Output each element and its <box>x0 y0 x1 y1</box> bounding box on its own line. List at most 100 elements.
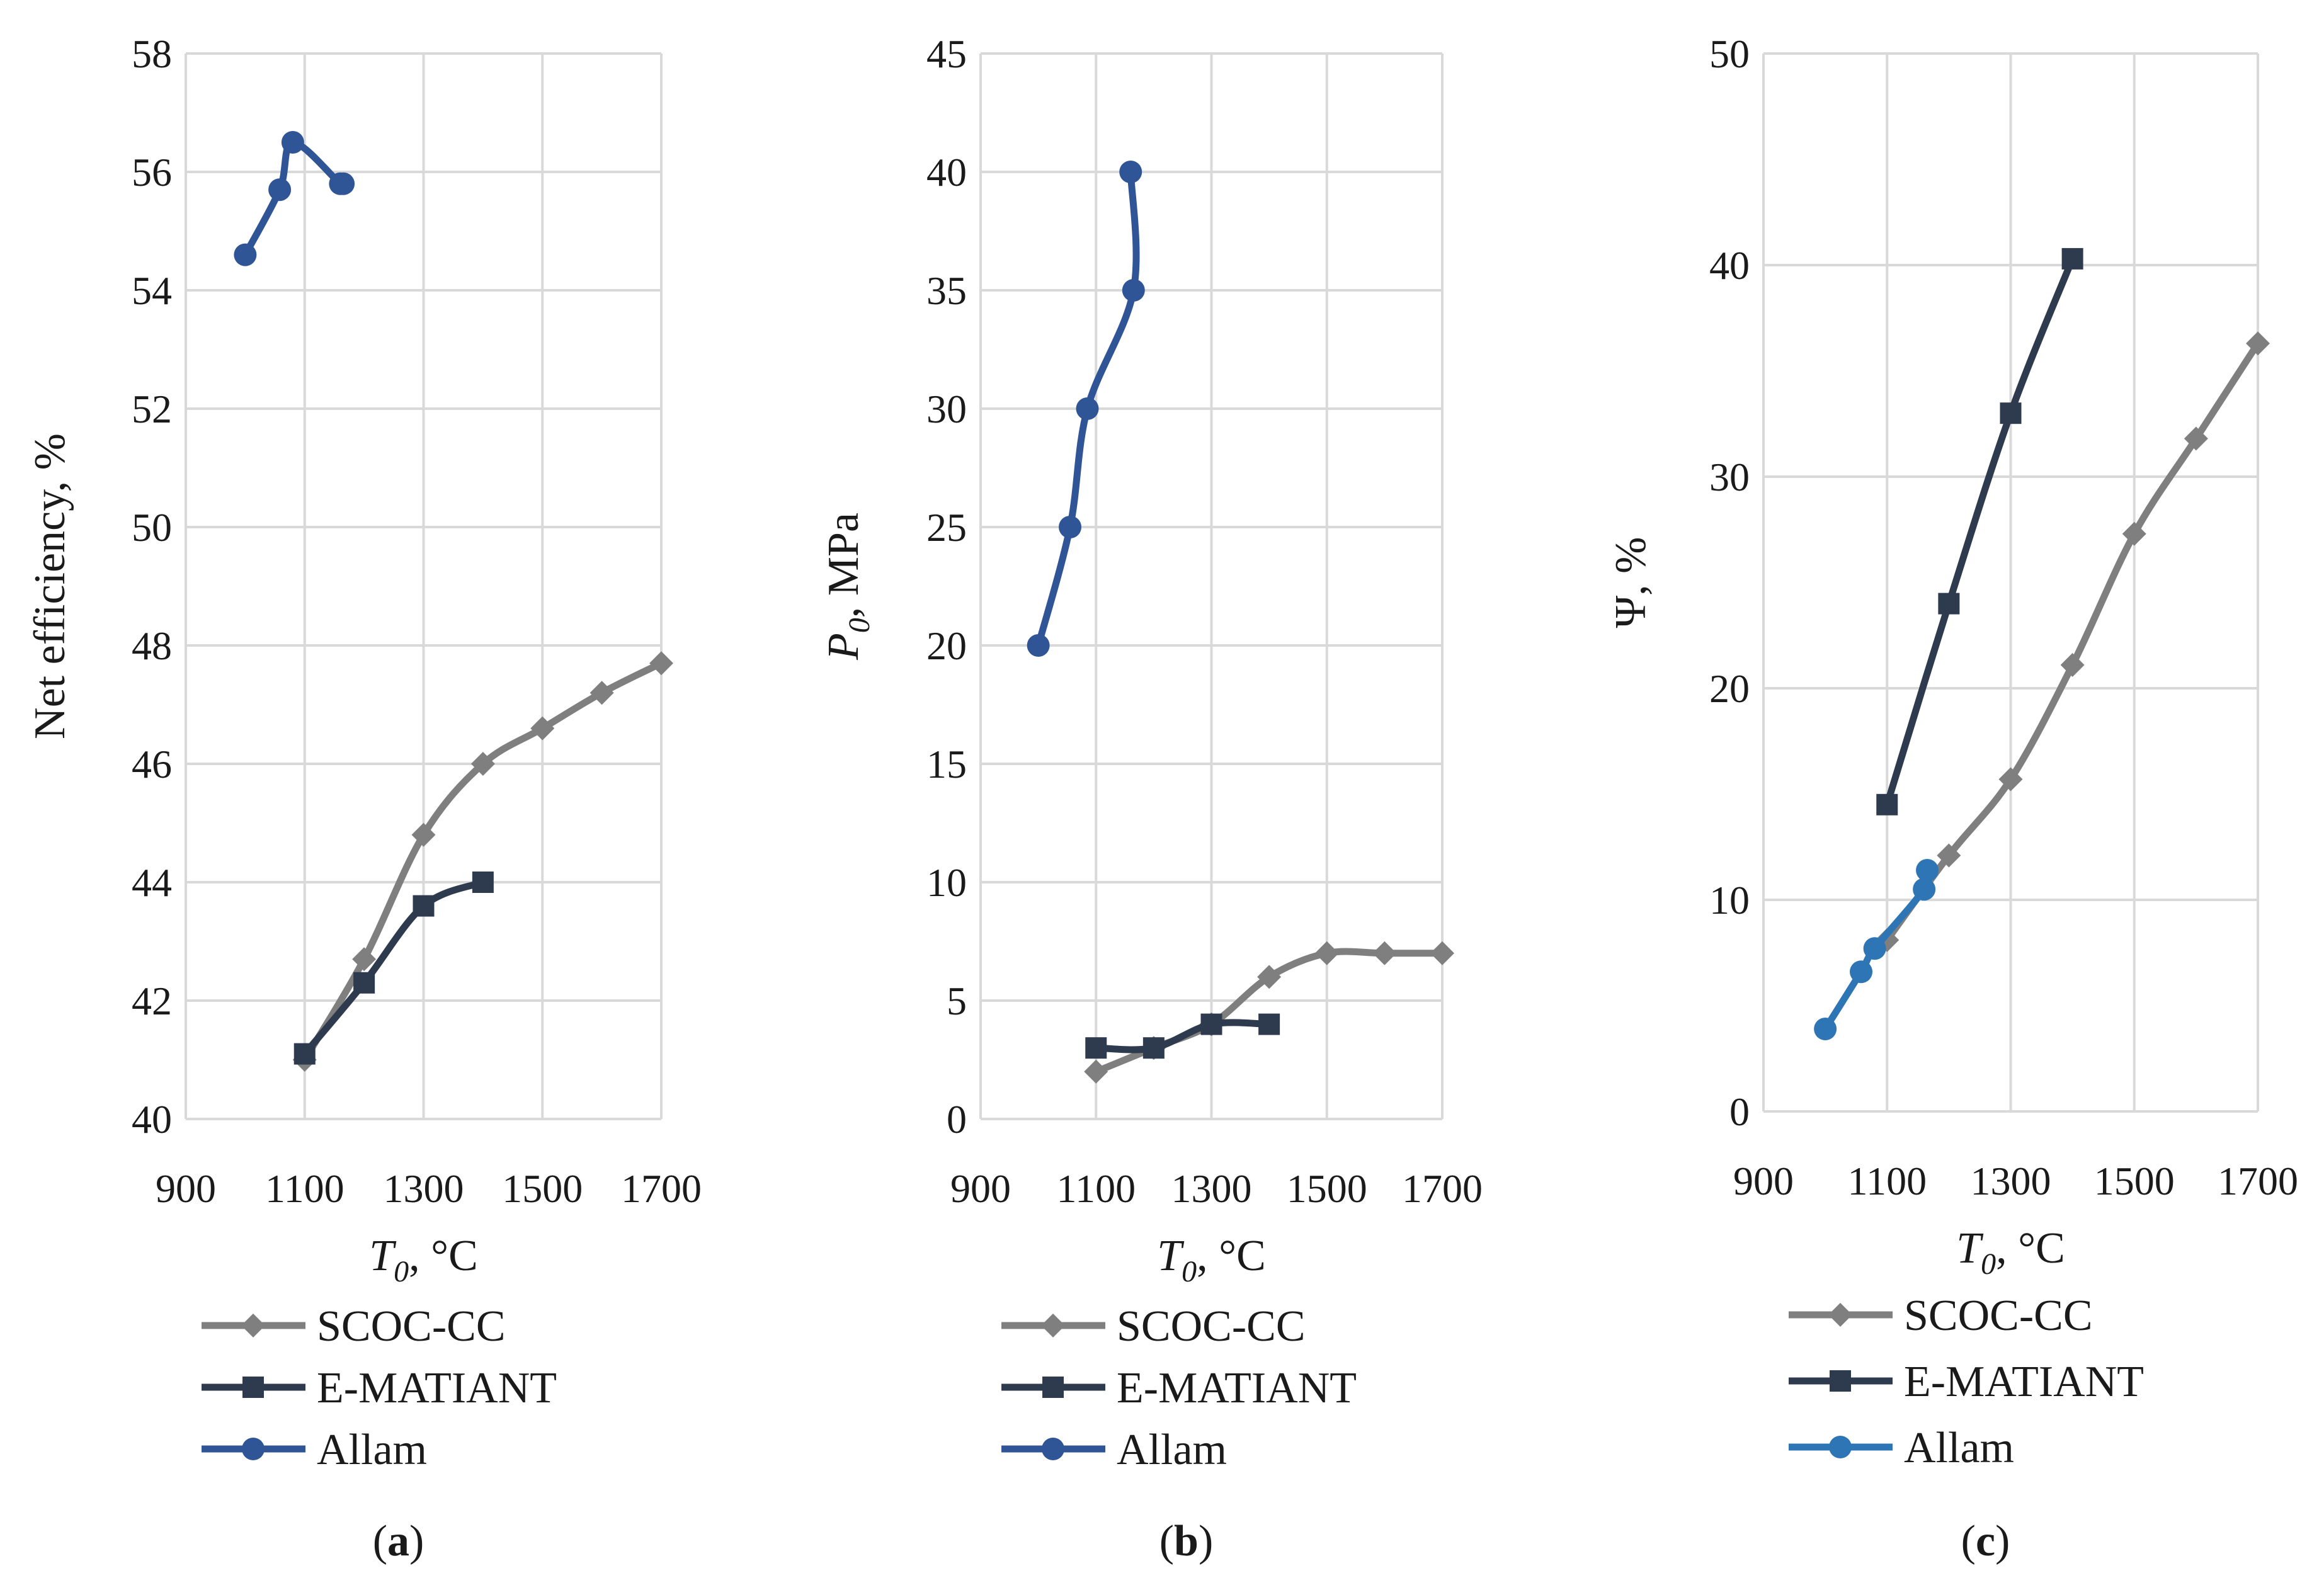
series-scoc-cc <box>1875 331 2270 952</box>
y-tick-label: 40 <box>926 150 967 195</box>
x-axis-label: T0, °C <box>1157 1232 1266 1288</box>
x-tick-label: 1500 <box>2094 1159 2175 1203</box>
legend-entry: E-MATIANT <box>1117 1364 1357 1412</box>
y-axis-label: P0, MPa <box>819 513 876 661</box>
data-point <box>1257 965 1282 989</box>
data-point <box>1937 843 1961 868</box>
legend-entry: Allam <box>1117 1426 1227 1474</box>
y-tick-label: 0 <box>1729 1089 1750 1134</box>
data-point <box>1027 634 1050 657</box>
series-scoc-cc <box>1084 941 1454 1084</box>
chart-panel-c: 0 10 20 30 40 50 900 1100 1300 1500 1700 T0, °C Ψ, %… <box>1607 31 2298 1565</box>
data-point <box>1430 941 1454 965</box>
y-tick-label: 50 <box>1709 31 1750 76</box>
y-axis-label: Net efficiency, % <box>26 433 74 739</box>
chart-panel-a: 40 42 44 46 48 50 52 54 56 58 900 1100 1300 1500 1700 T… <box>26 31 702 1565</box>
legend-entry: SCOC-CC <box>1117 1302 1306 1351</box>
y-tick-label: 5 <box>947 979 967 1023</box>
data-point <box>1372 941 1397 965</box>
series-allam <box>1027 161 1145 657</box>
chart-panel-b: 0 5 10 15 20 25 30 35 40 45 900 1100 1300 1500 1700 T0,… <box>819 31 1483 1565</box>
x-tick-label: 1100 <box>1056 1166 1136 1211</box>
panel-label: (c) <box>1961 1517 2010 1565</box>
data-point <box>649 651 673 676</box>
x-tick-label: 1700 <box>1402 1166 1483 1211</box>
legend-entry: SCOC-CC <box>317 1302 506 1351</box>
data-point <box>1119 161 1142 183</box>
legend: SCOC-CC E-MATIANT Allam <box>202 1302 557 1474</box>
data-point <box>353 972 375 994</box>
x-tick-label: 1700 <box>2218 1159 2298 1203</box>
series-line <box>1883 255 2076 809</box>
data-point <box>1863 937 1886 960</box>
series-line <box>1092 1019 1273 1053</box>
x-tick-label: 1300 <box>1171 1166 1252 1211</box>
y-tick-label: 0 <box>947 1097 967 1142</box>
data-point <box>1876 793 1898 815</box>
x-axis-label: T0, °C <box>1956 1224 2065 1281</box>
y-tick-label: 30 <box>926 387 967 431</box>
legend-entry: Allam <box>317 1426 427 1474</box>
x-tick-label: 1700 <box>621 1166 702 1211</box>
data-point <box>472 872 494 893</box>
y-tick-label: 52 <box>132 387 172 431</box>
data-point <box>590 681 614 705</box>
y-tick-label: 15 <box>926 742 967 786</box>
data-point <box>1122 279 1145 302</box>
series-e-matiant <box>293 872 494 1065</box>
y-tick-label: 44 <box>132 860 172 905</box>
data-point <box>1314 941 1339 965</box>
data-point <box>234 243 257 266</box>
legend-marker <box>1830 1370 1851 1392</box>
legend-entry: E-MATIANT <box>1904 1358 2144 1406</box>
y-tick-label: 25 <box>926 505 967 550</box>
legend-marker <box>1042 1438 1064 1460</box>
data-point <box>1998 767 2023 792</box>
data-point <box>411 822 436 847</box>
y-tick-label: 42 <box>132 979 172 1023</box>
data-point <box>1084 1059 1108 1084</box>
y-tick-label: 20 <box>1709 666 1750 711</box>
y-tick-label: 30 <box>1709 455 1750 499</box>
data-point <box>1200 1013 1222 1035</box>
y-tick-label: 10 <box>1709 878 1750 923</box>
series-line <box>301 878 487 1058</box>
y-tick-label: 48 <box>132 623 172 668</box>
legend-marker <box>242 1438 265 1460</box>
data-point <box>293 1043 316 1065</box>
data-point <box>1913 878 1936 901</box>
x-tick-label: 1500 <box>1287 1166 1367 1211</box>
y-tick-label: 58 <box>132 31 172 76</box>
y-tick-label: 35 <box>926 268 967 313</box>
series-allam <box>234 131 355 266</box>
y-tick-label: 40 <box>132 1097 172 1142</box>
data-point <box>352 947 377 972</box>
x-tick-label: 1500 <box>502 1166 583 1211</box>
x-tick-label: 900 <box>950 1166 1011 1211</box>
x-tick-label: 1300 <box>384 1166 464 1211</box>
legend-entry: Allam <box>1904 1424 2014 1472</box>
data-point <box>1916 858 1939 882</box>
legend-marker <box>242 1377 264 1398</box>
legend-marker <box>241 1314 265 1337</box>
series-e-matiant <box>1085 1013 1280 1059</box>
data-point <box>530 716 555 741</box>
legend-entry: E-MATIANT <box>317 1364 557 1412</box>
data-point <box>413 895 435 917</box>
data-point <box>2122 521 2146 546</box>
legend-marker <box>1042 1377 1064 1398</box>
x-tick-label: 900 <box>1733 1159 1794 1203</box>
x-tick-label: 1100 <box>1847 1159 1927 1203</box>
y-tick-label: 56 <box>132 150 172 195</box>
data-point <box>2061 247 2083 270</box>
series-line <box>241 139 349 259</box>
data-point <box>2060 653 2085 678</box>
x-axis-label: T0, °C <box>369 1232 478 1288</box>
y-axis-label: Ψ, % <box>1607 537 1655 628</box>
legend: SCOC-CC E-MATIANT Allam <box>1789 1292 2144 1472</box>
x-tick-label: 900 <box>156 1166 216 1211</box>
y-tick-label: 46 <box>132 742 172 786</box>
x-tick-label: 1300 <box>1971 1159 2051 1203</box>
panel-label: (a) <box>373 1517 424 1565</box>
